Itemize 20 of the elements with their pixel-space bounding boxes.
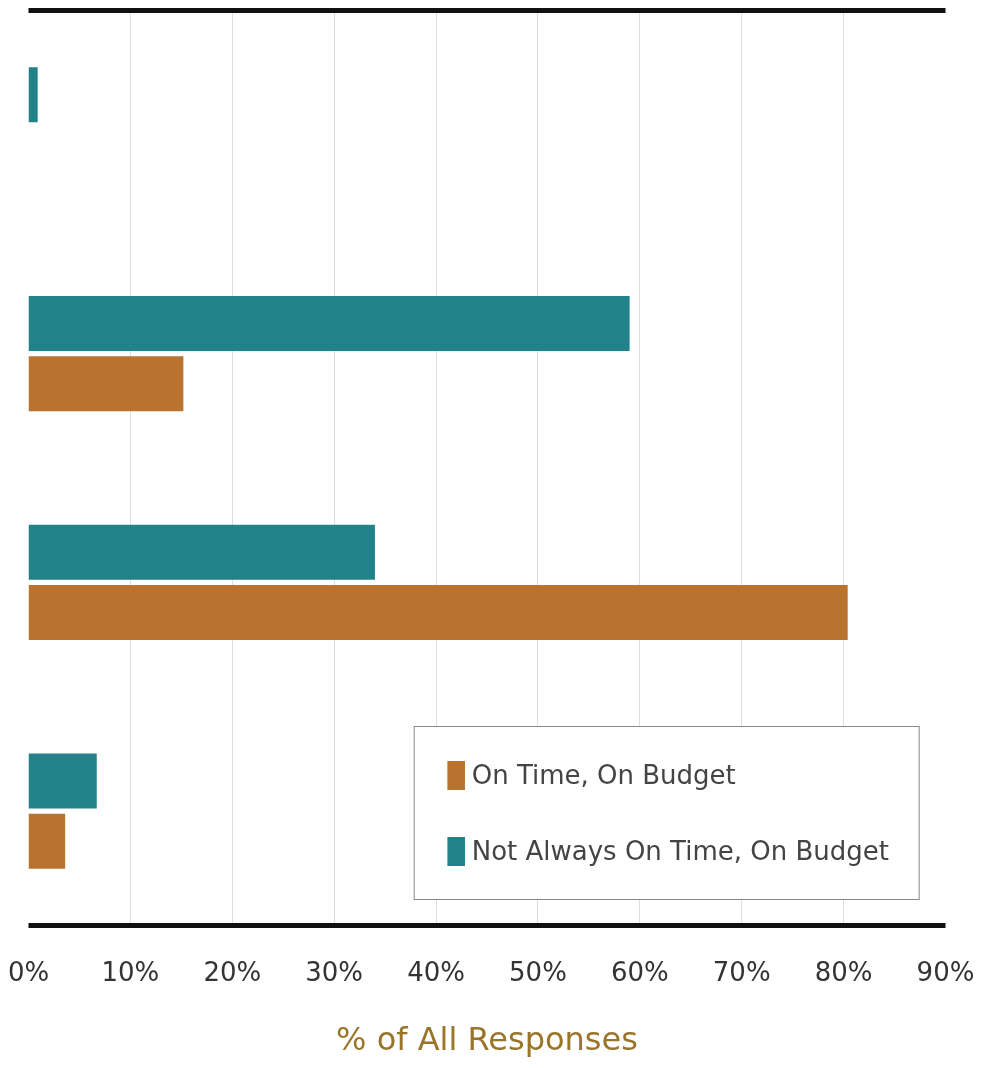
x-tick-label: 90% [916, 956, 975, 987]
x-tick-label: 80% [814, 956, 873, 987]
bar [28, 813, 66, 869]
bar [28, 524, 375, 580]
x-tick-label: 0% [7, 956, 50, 987]
legend-label: Not Always On Time, On Budget [471, 836, 889, 866]
x-tick-label: 10% [101, 956, 160, 987]
bar [28, 585, 848, 641]
bar [28, 753, 97, 809]
x-tick-label: 70% [712, 956, 771, 987]
bar [28, 67, 38, 123]
x-tick-label: 50% [509, 956, 567, 987]
legend-label: On Time, On Budget [471, 760, 736, 790]
x-tick-label: 60% [610, 956, 669, 987]
x-tick-label: 40% [407, 956, 465, 987]
bar [28, 295, 630, 351]
x-tick-label: 30% [305, 956, 364, 987]
bar [28, 356, 184, 412]
x-tick-label: 20% [203, 956, 262, 987]
x-axis-title: % of All Responses [336, 1019, 638, 1058]
